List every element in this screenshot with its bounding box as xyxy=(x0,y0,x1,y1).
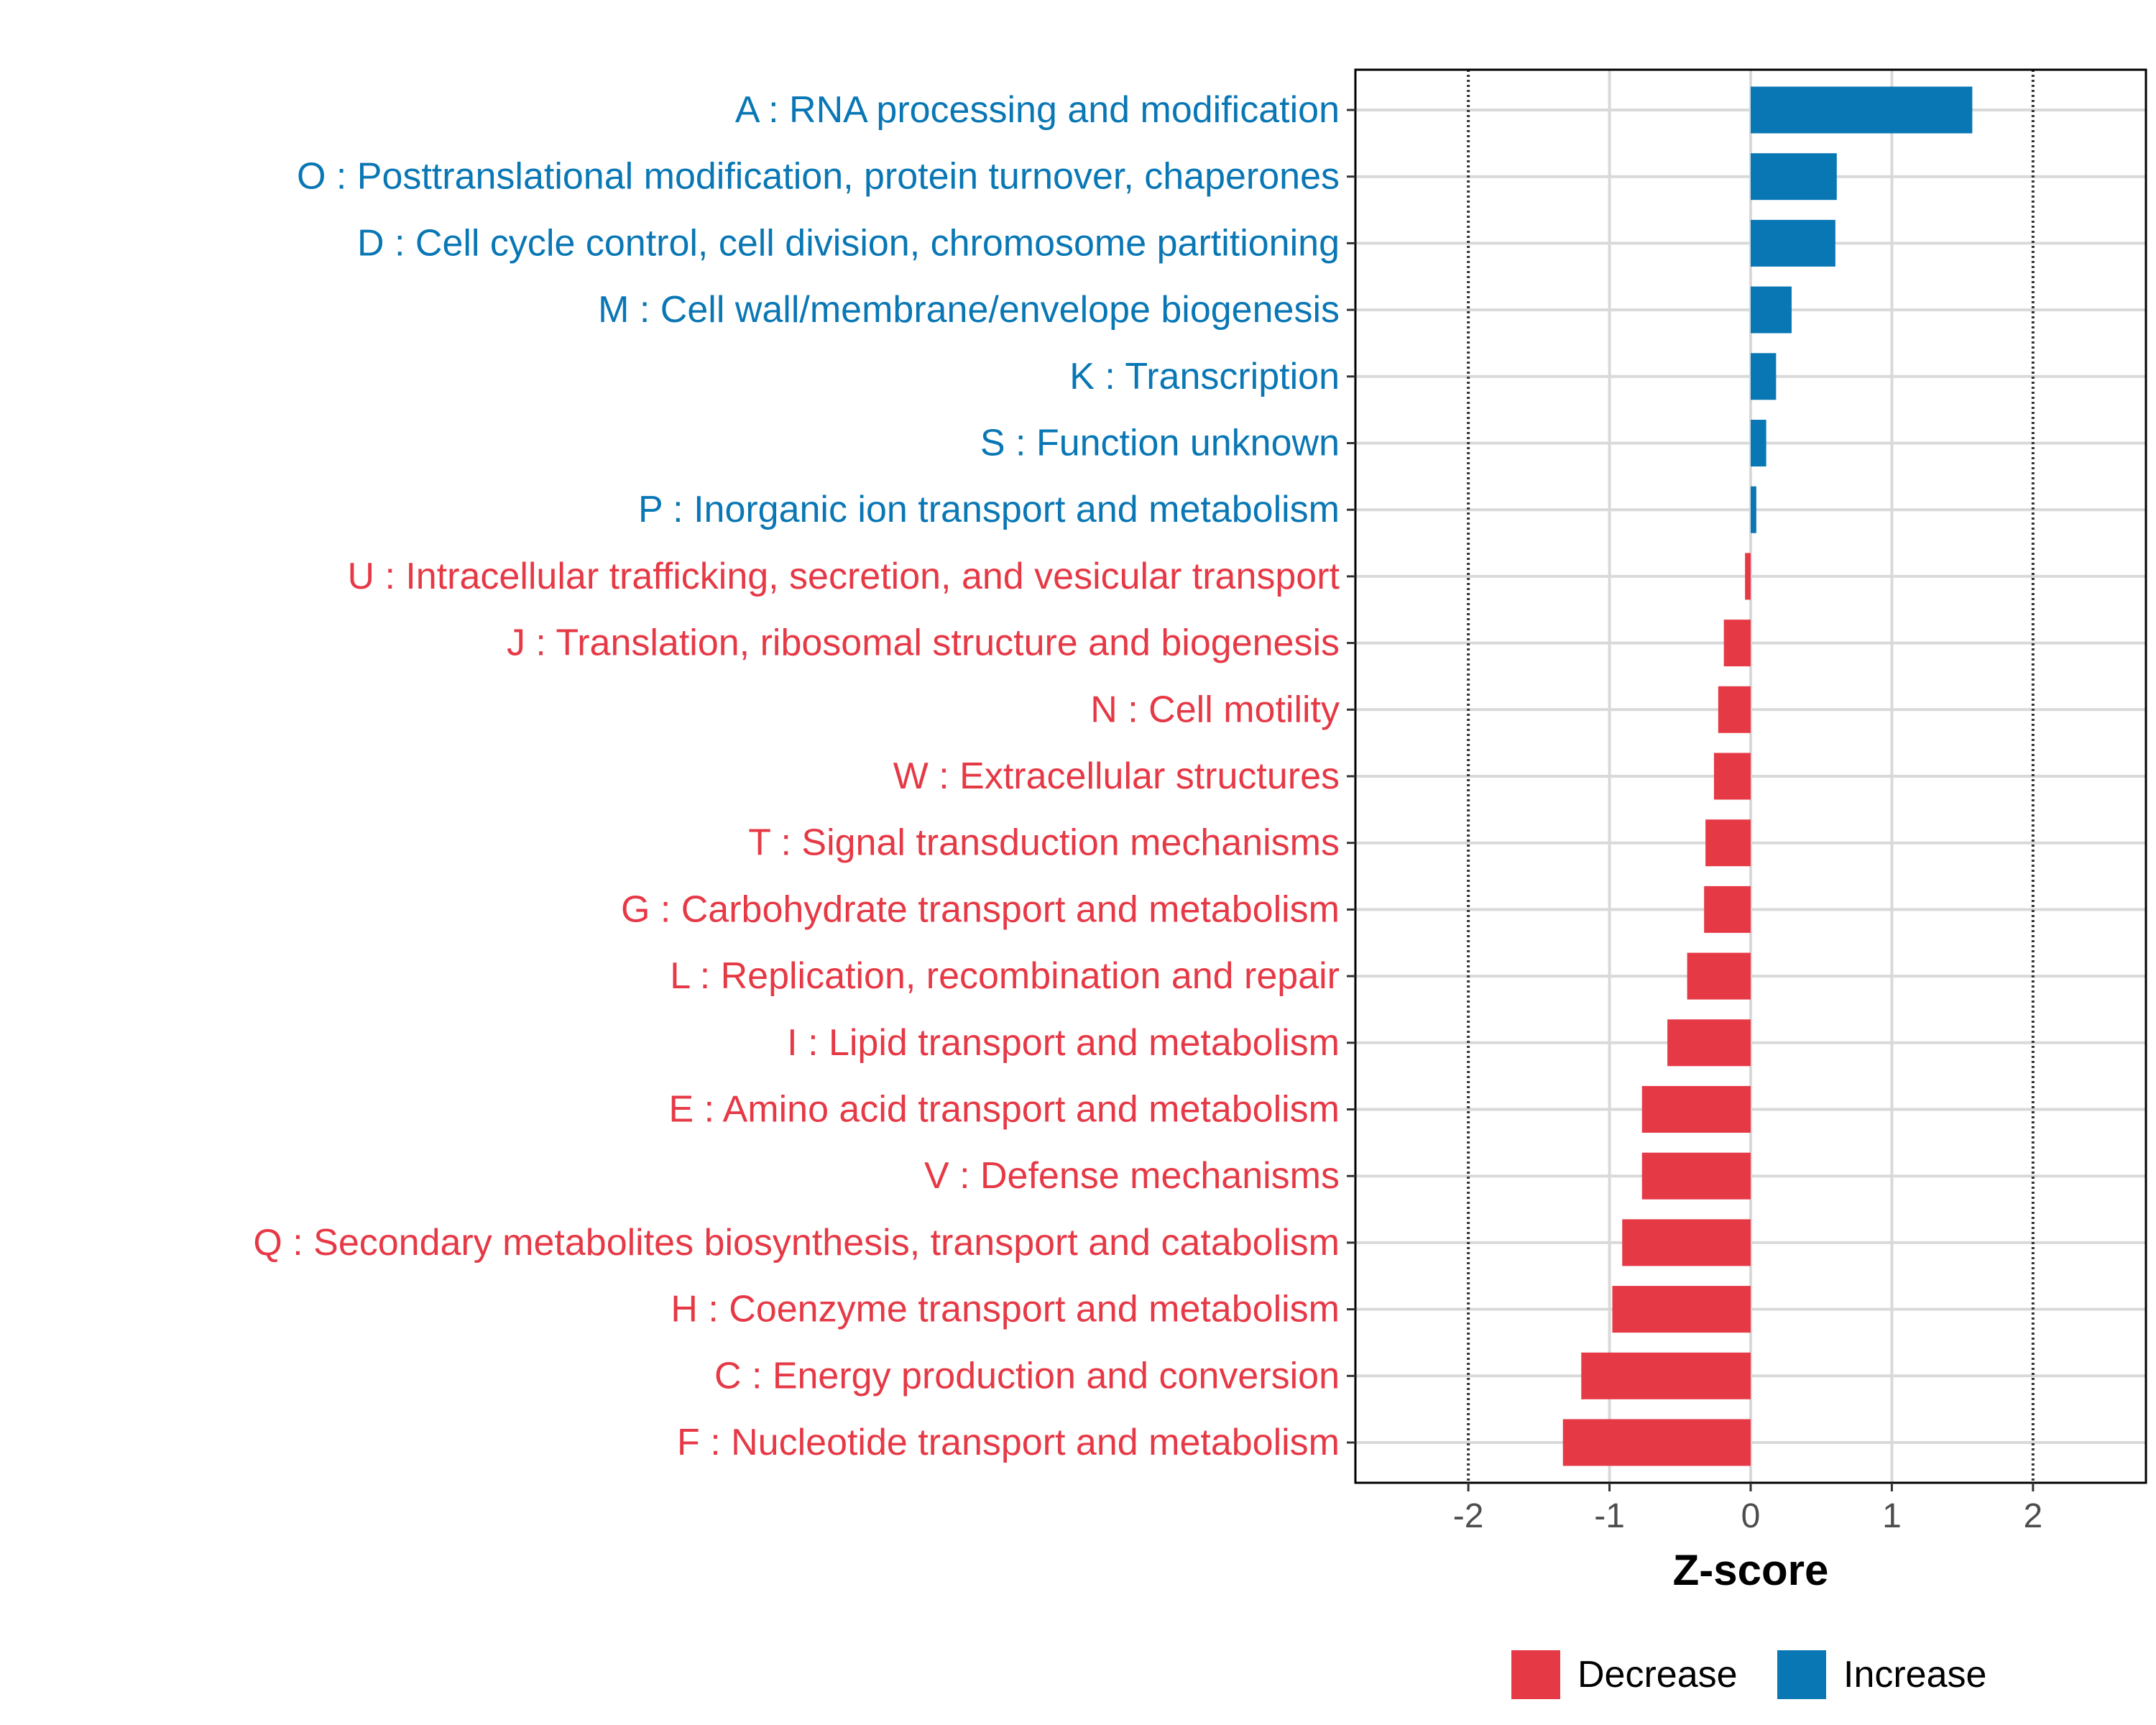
legend-swatch xyxy=(1511,1650,1560,1699)
category-label: F : Nucleotide transport and metabolism xyxy=(677,1422,1340,1463)
bar xyxy=(1751,353,1777,400)
x-axis-title: Z-score xyxy=(1673,1546,1829,1594)
category-label: H : Coenzyme transport and metabolism xyxy=(671,1289,1340,1330)
bar xyxy=(1723,620,1751,667)
category-label: M : Cell wall/membrane/envelope biogenes… xyxy=(598,289,1340,331)
bar xyxy=(1641,1152,1751,1200)
category-label: N : Cell motility xyxy=(1090,689,1340,730)
bar xyxy=(1751,86,1973,134)
bar xyxy=(1612,1286,1751,1333)
x-tick-label: 2 xyxy=(2024,1497,2043,1535)
bar xyxy=(1713,753,1751,800)
bar xyxy=(1751,486,1756,533)
bar xyxy=(1622,1219,1751,1266)
x-tick-label: -1 xyxy=(1594,1497,1625,1535)
bar xyxy=(1751,153,1837,201)
category-label: Q : Secondary metabolites biosynthesis, … xyxy=(253,1222,1340,1264)
category-label: E : Amino acid transport and metabolism xyxy=(668,1089,1340,1131)
category-label: L : Replication, recombination and repai… xyxy=(670,955,1340,997)
bar xyxy=(1718,686,1751,733)
category-label: T : Signal transduction mechanisms xyxy=(748,822,1340,864)
legend-label: Decrease xyxy=(1577,1654,1738,1696)
bar xyxy=(1667,1019,1751,1067)
bar xyxy=(1745,553,1751,600)
category-label: V : Defense mechanisms xyxy=(924,1155,1340,1197)
category-label: U : Intracellular trafficking, secretion… xyxy=(347,556,1340,597)
category-label: I : Lipid transport and metabolism xyxy=(787,1022,1340,1064)
bar xyxy=(1751,219,1835,267)
bar xyxy=(1705,819,1751,867)
category-label: P : Inorganic ion transport and metaboli… xyxy=(638,489,1340,530)
x-tick-label: 1 xyxy=(1882,1497,1902,1535)
category-label: J : Translation, ribosomal structure and… xyxy=(507,622,1340,664)
category-label: A : RNA processing and modification xyxy=(735,89,1340,131)
category-label: S : Function unknown xyxy=(980,423,1340,464)
x-tick-label: 0 xyxy=(1741,1497,1761,1535)
category-label: D : Cell cycle control, cell division, c… xyxy=(357,222,1340,264)
bar xyxy=(1751,420,1766,466)
bar xyxy=(1562,1419,1751,1466)
bar xyxy=(1581,1352,1751,1399)
bar xyxy=(1751,286,1792,334)
category-label-layer: A : RNA processing and modification O : P… xyxy=(253,89,1340,1463)
legend-label: Increase xyxy=(1843,1654,1986,1696)
x-tick-label: -2 xyxy=(1453,1497,1484,1535)
bar-layer xyxy=(1562,86,1973,1466)
bar xyxy=(1704,886,1751,933)
category-label: W : Extracellular structures xyxy=(893,755,1340,797)
legend: Decrease Increase xyxy=(1511,1650,1986,1699)
bar xyxy=(1641,1086,1751,1133)
bar xyxy=(1687,952,1751,1000)
category-label: G : Carbohydrate transport and metabolis… xyxy=(621,888,1340,930)
category-label: O : Posttranslational modification, prot… xyxy=(297,156,1340,198)
legend-swatch xyxy=(1777,1650,1826,1699)
category-label: C : Energy production and conversion xyxy=(714,1355,1340,1397)
x-axis-tick-layer: -2 -1 0 1 2 xyxy=(1347,109,2043,1535)
category-label: K : Transcription xyxy=(1069,356,1340,397)
